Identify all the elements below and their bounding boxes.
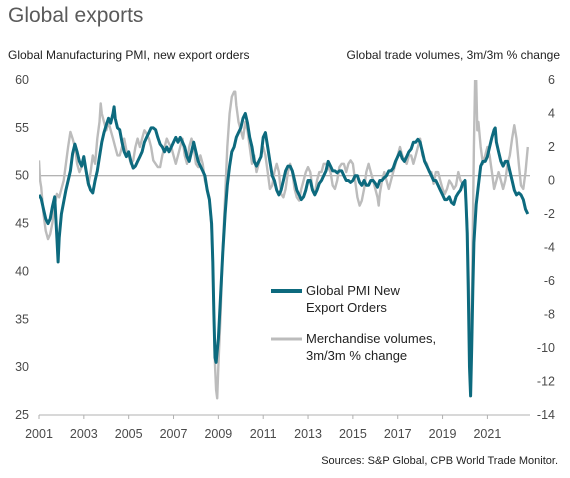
- y-left-tick-label: 60: [15, 73, 29, 87]
- legend-label-trade-line2: 3m/3m % change: [306, 348, 407, 363]
- x-tick-label: 2015: [339, 427, 367, 441]
- x-tick-label: 2007: [160, 427, 188, 441]
- y-right-tick-label: 2: [548, 140, 555, 154]
- x-tick-label: 2005: [115, 427, 143, 441]
- chart-title: Global exports: [8, 4, 144, 27]
- y-right-tick-label: -14: [537, 408, 555, 422]
- y-right-tick-label: 6: [548, 73, 555, 87]
- y-left-tick-label: 55: [15, 121, 29, 135]
- y-right-tick-label: -4: [544, 241, 555, 255]
- y-right-tick-label: -2: [544, 207, 555, 221]
- series-line-pmi-export-orders: [39, 105, 530, 398]
- x-tick-label: 2011: [250, 427, 277, 441]
- y-left-tick-label: 25: [15, 408, 29, 422]
- x-tick-label: 2019: [429, 427, 457, 441]
- y-left-tick-label: 50: [15, 169, 29, 183]
- legend: Global PMI New Export Orders Merchandise…: [271, 283, 436, 363]
- y-left-tick-label: 40: [15, 264, 29, 278]
- y-left-tick-label: 35: [15, 312, 29, 326]
- y-right-tick-label: 4: [548, 107, 555, 121]
- x-tick-label: 2013: [294, 427, 322, 441]
- legend-label-trade-line1: Merchandise volumes,: [306, 331, 436, 346]
- y-right-tick-label: -10: [537, 341, 555, 355]
- x-tick-label: 2017: [384, 427, 412, 441]
- x-tick-label: 2003: [70, 427, 98, 441]
- axis-ticks: 25 30 35 40 45 50 55 60 -14 -12 -10 -8 -6 -4 -2 0 2 4 6 200…: [15, 73, 555, 441]
- x-tick-label: 2001: [25, 427, 53, 441]
- y-right-tick-label: -8: [544, 308, 555, 322]
- series-line-merchandise-volumes: [39, 80, 529, 400]
- right-axis-title: Global trade volumes, 3m/3m % change: [346, 48, 560, 62]
- y-left-tick-label: 45: [15, 217, 29, 231]
- y-left-tick-label: 30: [15, 360, 29, 374]
- y-right-tick-label: -12: [537, 375, 555, 389]
- source-note: Sources: S&P Global, CPB World Trade Mon…: [321, 455, 558, 467]
- series-group: [39, 80, 530, 400]
- y-right-tick-label: 0: [548, 174, 555, 188]
- y-right-tick-label: -6: [544, 274, 555, 288]
- legend-label-pmi-line2: Export Orders: [306, 300, 387, 315]
- left-axis-title: Global Manufacturing PMI, new export ord…: [8, 48, 250, 62]
- legend-label-pmi-line1: Global PMI New: [306, 283, 401, 298]
- plot-frame: [39, 175, 530, 416]
- x-tick-label: 2009: [204, 427, 232, 441]
- x-tick-label: 2021: [473, 427, 501, 441]
